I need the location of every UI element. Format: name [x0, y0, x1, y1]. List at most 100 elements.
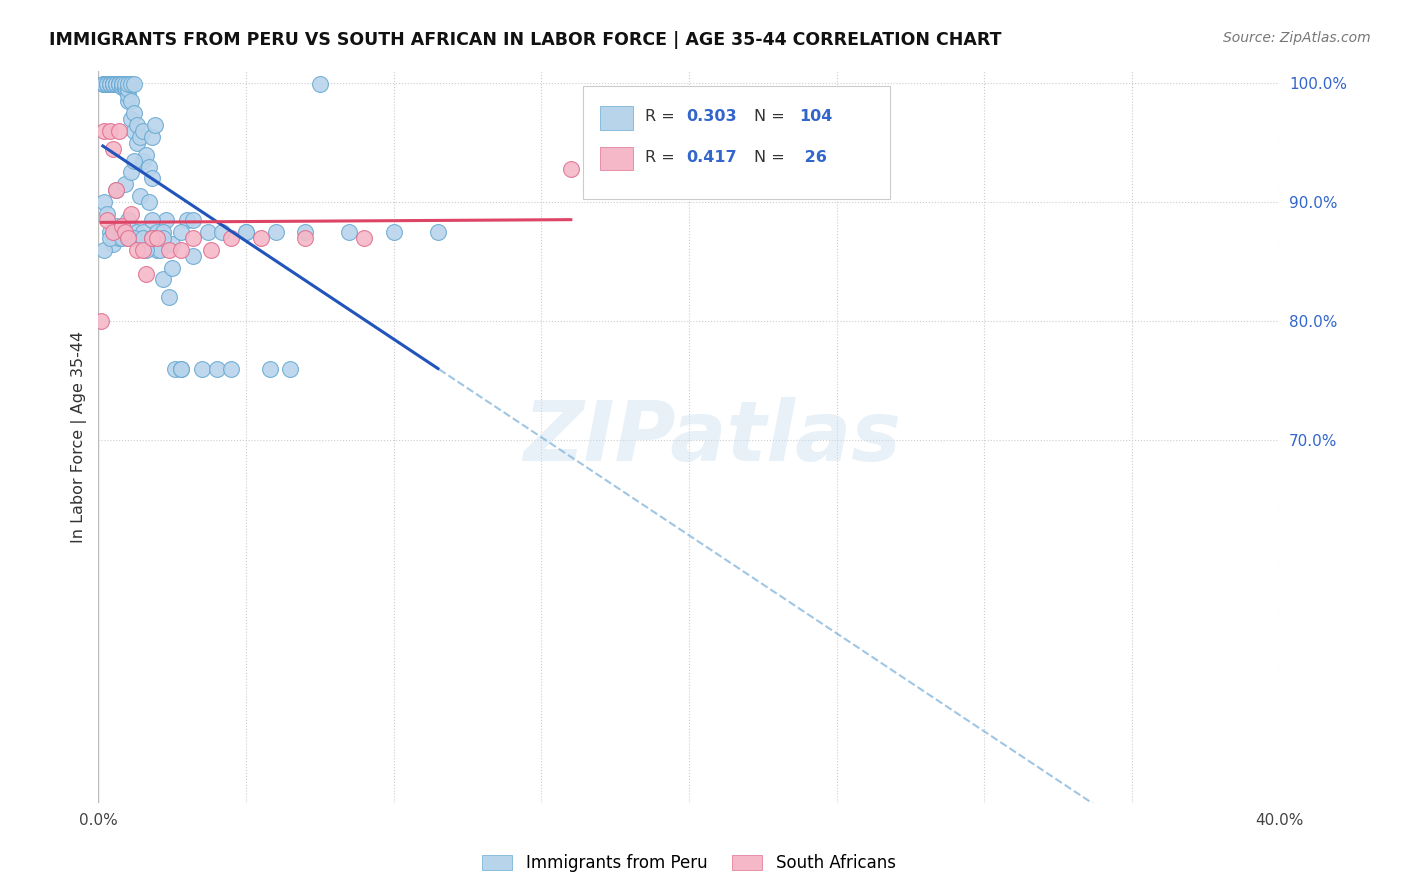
Point — [135, 267, 157, 281]
Point — [235, 225, 257, 239]
Point — [162, 260, 183, 275]
Point — [141, 171, 163, 186]
Point — [132, 153, 155, 168]
Point — [111, 78, 134, 92]
Point — [146, 225, 169, 239]
Point — [114, 225, 136, 239]
Point — [152, 272, 174, 286]
Point — [93, 124, 115, 138]
Point — [181, 213, 204, 227]
Point — [157, 243, 180, 257]
FancyBboxPatch shape — [600, 106, 634, 130]
Point — [90, 314, 112, 328]
Point — [103, 78, 125, 92]
Point — [111, 219, 134, 233]
Text: 0.303: 0.303 — [686, 109, 737, 124]
Point — [105, 78, 128, 92]
Point — [427, 225, 450, 239]
Point — [135, 243, 157, 257]
Point — [382, 225, 405, 239]
Point — [117, 94, 139, 108]
Point — [294, 225, 316, 239]
Point — [114, 79, 136, 94]
Point — [141, 213, 163, 227]
Point — [103, 225, 125, 239]
Point — [181, 231, 204, 245]
Point — [143, 118, 166, 132]
Point — [93, 78, 115, 92]
Point — [96, 78, 118, 92]
Point — [111, 79, 134, 94]
Point — [103, 78, 125, 92]
Point — [120, 94, 142, 108]
Point — [200, 243, 222, 257]
Point — [170, 243, 193, 257]
Point — [278, 361, 302, 376]
Point — [132, 243, 155, 257]
Point — [152, 225, 174, 239]
Point — [138, 160, 160, 174]
Point — [117, 213, 139, 227]
Point — [170, 225, 193, 239]
Point — [125, 136, 148, 150]
Point — [96, 78, 118, 92]
Point — [339, 225, 360, 239]
Point — [264, 225, 287, 239]
Text: 0.417: 0.417 — [686, 150, 737, 165]
Point — [235, 225, 257, 239]
Text: IMMIGRANTS FROM PERU VS SOUTH AFRICAN IN LABOR FORCE | AGE 35-44 CORRELATION CHA: IMMIGRANTS FROM PERU VS SOUTH AFRICAN IN… — [49, 31, 1001, 49]
Point — [117, 231, 139, 245]
Point — [111, 78, 134, 92]
Point — [138, 195, 160, 210]
Text: ZIPatlas: ZIPatlas — [523, 397, 901, 477]
Point — [98, 124, 121, 138]
Point — [219, 231, 242, 245]
Point — [103, 78, 125, 92]
Point — [111, 219, 134, 233]
Point — [96, 213, 118, 227]
Point — [98, 78, 121, 92]
Point — [155, 213, 177, 227]
Point — [162, 236, 183, 251]
Point — [108, 124, 131, 138]
Point — [114, 82, 136, 96]
Text: R =: R = — [645, 109, 681, 124]
Point — [157, 290, 180, 304]
Point — [91, 78, 114, 92]
Point — [96, 78, 118, 92]
Point — [135, 147, 157, 161]
Point — [122, 153, 145, 168]
Point — [141, 231, 163, 245]
Point — [103, 78, 125, 92]
Point — [117, 88, 139, 103]
Point — [120, 112, 142, 126]
Point — [103, 142, 125, 156]
Point — [108, 78, 131, 92]
Point — [250, 231, 273, 245]
Point — [108, 78, 131, 92]
Point — [117, 82, 139, 96]
Point — [105, 78, 128, 92]
Point — [96, 207, 118, 221]
Point — [105, 183, 128, 197]
Text: N =: N = — [754, 150, 790, 165]
Point — [108, 231, 131, 245]
Text: 26: 26 — [799, 150, 827, 165]
FancyBboxPatch shape — [582, 86, 890, 200]
Point — [98, 231, 121, 245]
Point — [93, 195, 115, 210]
Point — [132, 225, 155, 239]
Text: R =: R = — [645, 150, 681, 165]
Legend: Immigrants from Peru, South Africans: Immigrants from Peru, South Africans — [475, 847, 903, 879]
Point — [205, 361, 228, 376]
Point — [219, 361, 242, 376]
Point — [125, 225, 148, 239]
Point — [103, 236, 125, 251]
Point — [105, 219, 128, 233]
Point — [309, 78, 332, 92]
Point — [132, 124, 155, 138]
Point — [114, 78, 136, 92]
Point — [114, 178, 136, 192]
Point — [170, 361, 193, 376]
Point — [105, 78, 128, 92]
